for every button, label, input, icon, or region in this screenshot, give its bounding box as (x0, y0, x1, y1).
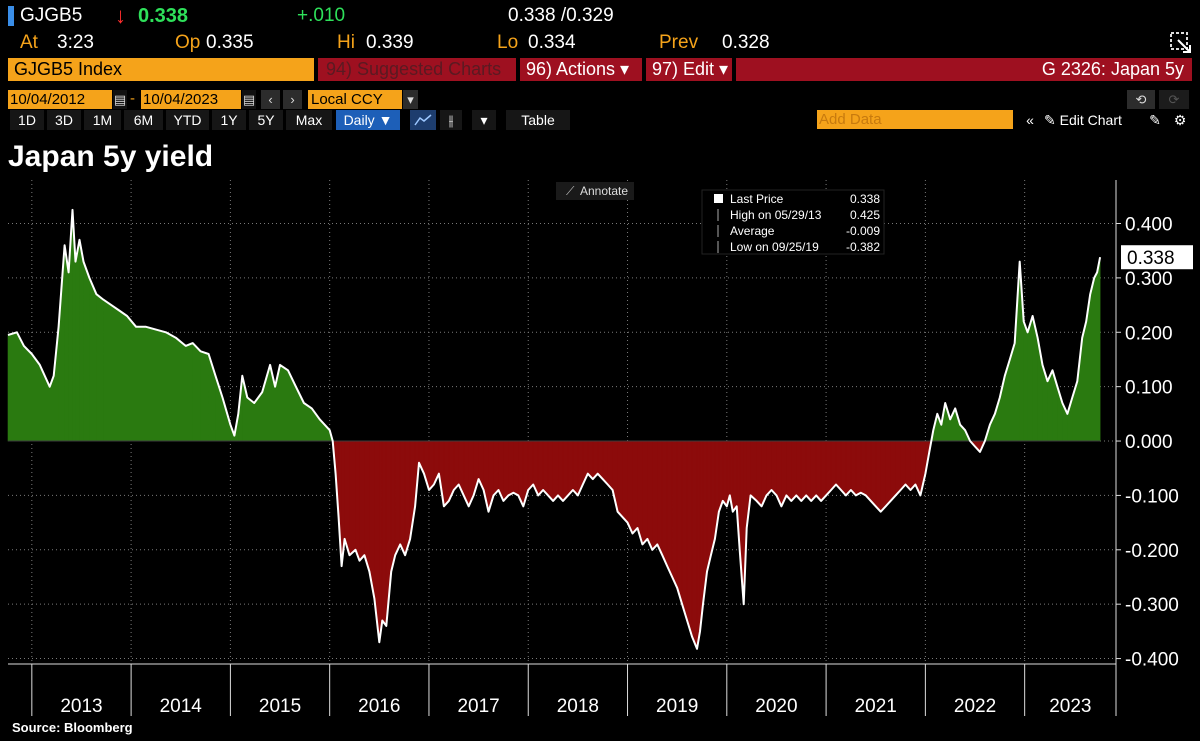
end-date-input[interactable]: 10/04/2023 (141, 90, 241, 109)
frequency-select[interactable]: Daily ▼ (336, 110, 400, 130)
period-button-1m[interactable]: 1M (84, 110, 121, 130)
legend: Last Price 0.338 High on 05/29/13 0.425 Aver… (701, 189, 885, 255)
chart-id: G 2326: Japan 5y (736, 58, 1192, 81)
x-tick-label: 2022 (954, 696, 996, 717)
low-value: 0.334 (528, 32, 576, 53)
y-tick-label: 0.400 (1125, 215, 1173, 236)
at-label: At (20, 32, 38, 53)
start-calendar-icon[interactable]: ▤ (113, 90, 127, 109)
bid-ask: 0.338 /0.329 (508, 5, 614, 26)
legend-square-icon (714, 194, 723, 203)
legend-label: Low on 09/25/19 (730, 240, 819, 254)
chart-title: Japan 5y yield (8, 140, 213, 173)
series-line-japan-5y (7, 208, 1102, 650)
negative-area (332, 440, 986, 649)
edit-icon[interactable]: ✎ (1145, 110, 1165, 130)
ticker: GJGB5 (20, 5, 83, 26)
period-button-ytd[interactable]: YTD (166, 110, 209, 130)
x-tick-label: 2017 (457, 696, 499, 717)
down-arrow-icon: ↓ (115, 3, 126, 28)
legend-label: High on 05/29/13 (730, 208, 822, 222)
open-label: Op (175, 32, 201, 53)
edit-chart-label: Edit Chart (1059, 112, 1122, 128)
date-separator: - (130, 90, 135, 107)
redo-icon[interactable]: ⟳ (1159, 90, 1189, 109)
suggested-charts-button[interactable]: 94) Suggested Charts (318, 58, 516, 81)
prev-label: Prev (659, 32, 699, 53)
x-tick-label: 2014 (160, 696, 203, 717)
y-tick-label: -0.200 (1125, 541, 1179, 562)
x-tick-label: 2016 (358, 696, 400, 717)
annotate-label: Annotate (580, 184, 628, 198)
undo-icon[interactable]: ⟲ (1127, 90, 1155, 109)
pencil-icon: ✎ (1044, 112, 1060, 128)
net-change: +.010 (297, 5, 346, 26)
prev-value: 0.328 (722, 32, 770, 53)
y-tick-label: 0.300 (1125, 269, 1173, 290)
period-button-max[interactable]: Max (286, 110, 332, 130)
x-tick-label: 2019 (656, 696, 698, 717)
last-price: 0.338 (138, 5, 189, 27)
legend-box (701, 189, 885, 255)
popout-icon[interactable] (1168, 30, 1194, 56)
x-tick-label: 2021 (855, 696, 897, 717)
period-button-3d[interactable]: 3D (47, 110, 81, 130)
positive-area (7, 209, 1101, 442)
currency-select[interactable]: Local CCY (308, 90, 402, 109)
next-period-button[interactable]: › (283, 90, 302, 109)
x-tick-label: 2023 (1049, 696, 1091, 717)
chart-type-dropdown-icon[interactable]: ▾ (472, 110, 496, 130)
period-button-6m[interactable]: 6M (124, 110, 163, 130)
source-note: Source: Bloomberg (12, 720, 133, 735)
edit-chart-button[interactable]: ✎ Edit Chart (1044, 110, 1140, 130)
bar-chart-icon[interactable]: ⫲ (440, 110, 462, 130)
x-tick-label: 2020 (755, 696, 797, 717)
low-label: Lo (497, 32, 519, 53)
high-value: 0.339 (366, 32, 414, 53)
y-tick-label: 0.200 (1125, 323, 1173, 344)
legend-value: -0.009 (846, 224, 880, 238)
last-price-tag-label: 0.338 (1127, 248, 1175, 269)
add-data-input[interactable]: Add Data (817, 110, 1013, 129)
legend-value: 0.338 (850, 192, 880, 206)
x-tick-label: 2015 (259, 696, 301, 717)
y-tick-label: -0.400 (1125, 650, 1179, 671)
x-tick-label: 2013 (60, 696, 102, 717)
high-label: Hi (337, 32, 355, 53)
edit-menu[interactable]: 97) Edit ▾ (646, 58, 732, 81)
settings-icon[interactable]: ⚙ (1170, 110, 1190, 130)
open-value: 0.335 (206, 32, 254, 53)
start-date-input[interactable]: 10/04/2012 (8, 90, 112, 109)
collapse-icon[interactable]: « (1019, 110, 1041, 130)
legend-label: Average (730, 224, 775, 238)
x-tick-label: 2018 (557, 696, 599, 717)
ticker-flag (8, 6, 14, 26)
y-tick-label: -0.300 (1125, 595, 1179, 616)
y-tick-label: 0.100 (1125, 378, 1173, 399)
last-price-tag (1121, 245, 1193, 270)
at-value: 3:23 (57, 32, 94, 53)
currency-dropdown-icon[interactable]: ▾ (403, 90, 418, 109)
table-button[interactable]: Table (506, 110, 570, 130)
security-field[interactable]: GJGB5 Index (8, 58, 314, 81)
y-tick-label: 0.000 (1125, 432, 1173, 453)
legend-value: -0.382 (846, 240, 880, 254)
annotate-button[interactable]: ⟋ Annotate (556, 182, 634, 200)
line-chart-icon[interactable] (410, 110, 436, 130)
legend-value: 0.425 (850, 208, 880, 222)
end-calendar-icon[interactable]: ▤ (242, 90, 256, 109)
pencil-small-icon: ⟋ (566, 184, 575, 198)
actions-menu[interactable]: 96) Actions ▾ (520, 58, 642, 81)
legend-label: Last Price (730, 192, 784, 206)
period-button-1d[interactable]: 1D (10, 110, 44, 130)
y-tick-label: -0.100 (1125, 486, 1179, 507)
period-button-5y[interactable]: 5Y (249, 110, 283, 130)
period-button-1y[interactable]: 1Y (212, 110, 246, 130)
prev-period-button[interactable]: ‹ (261, 90, 280, 109)
